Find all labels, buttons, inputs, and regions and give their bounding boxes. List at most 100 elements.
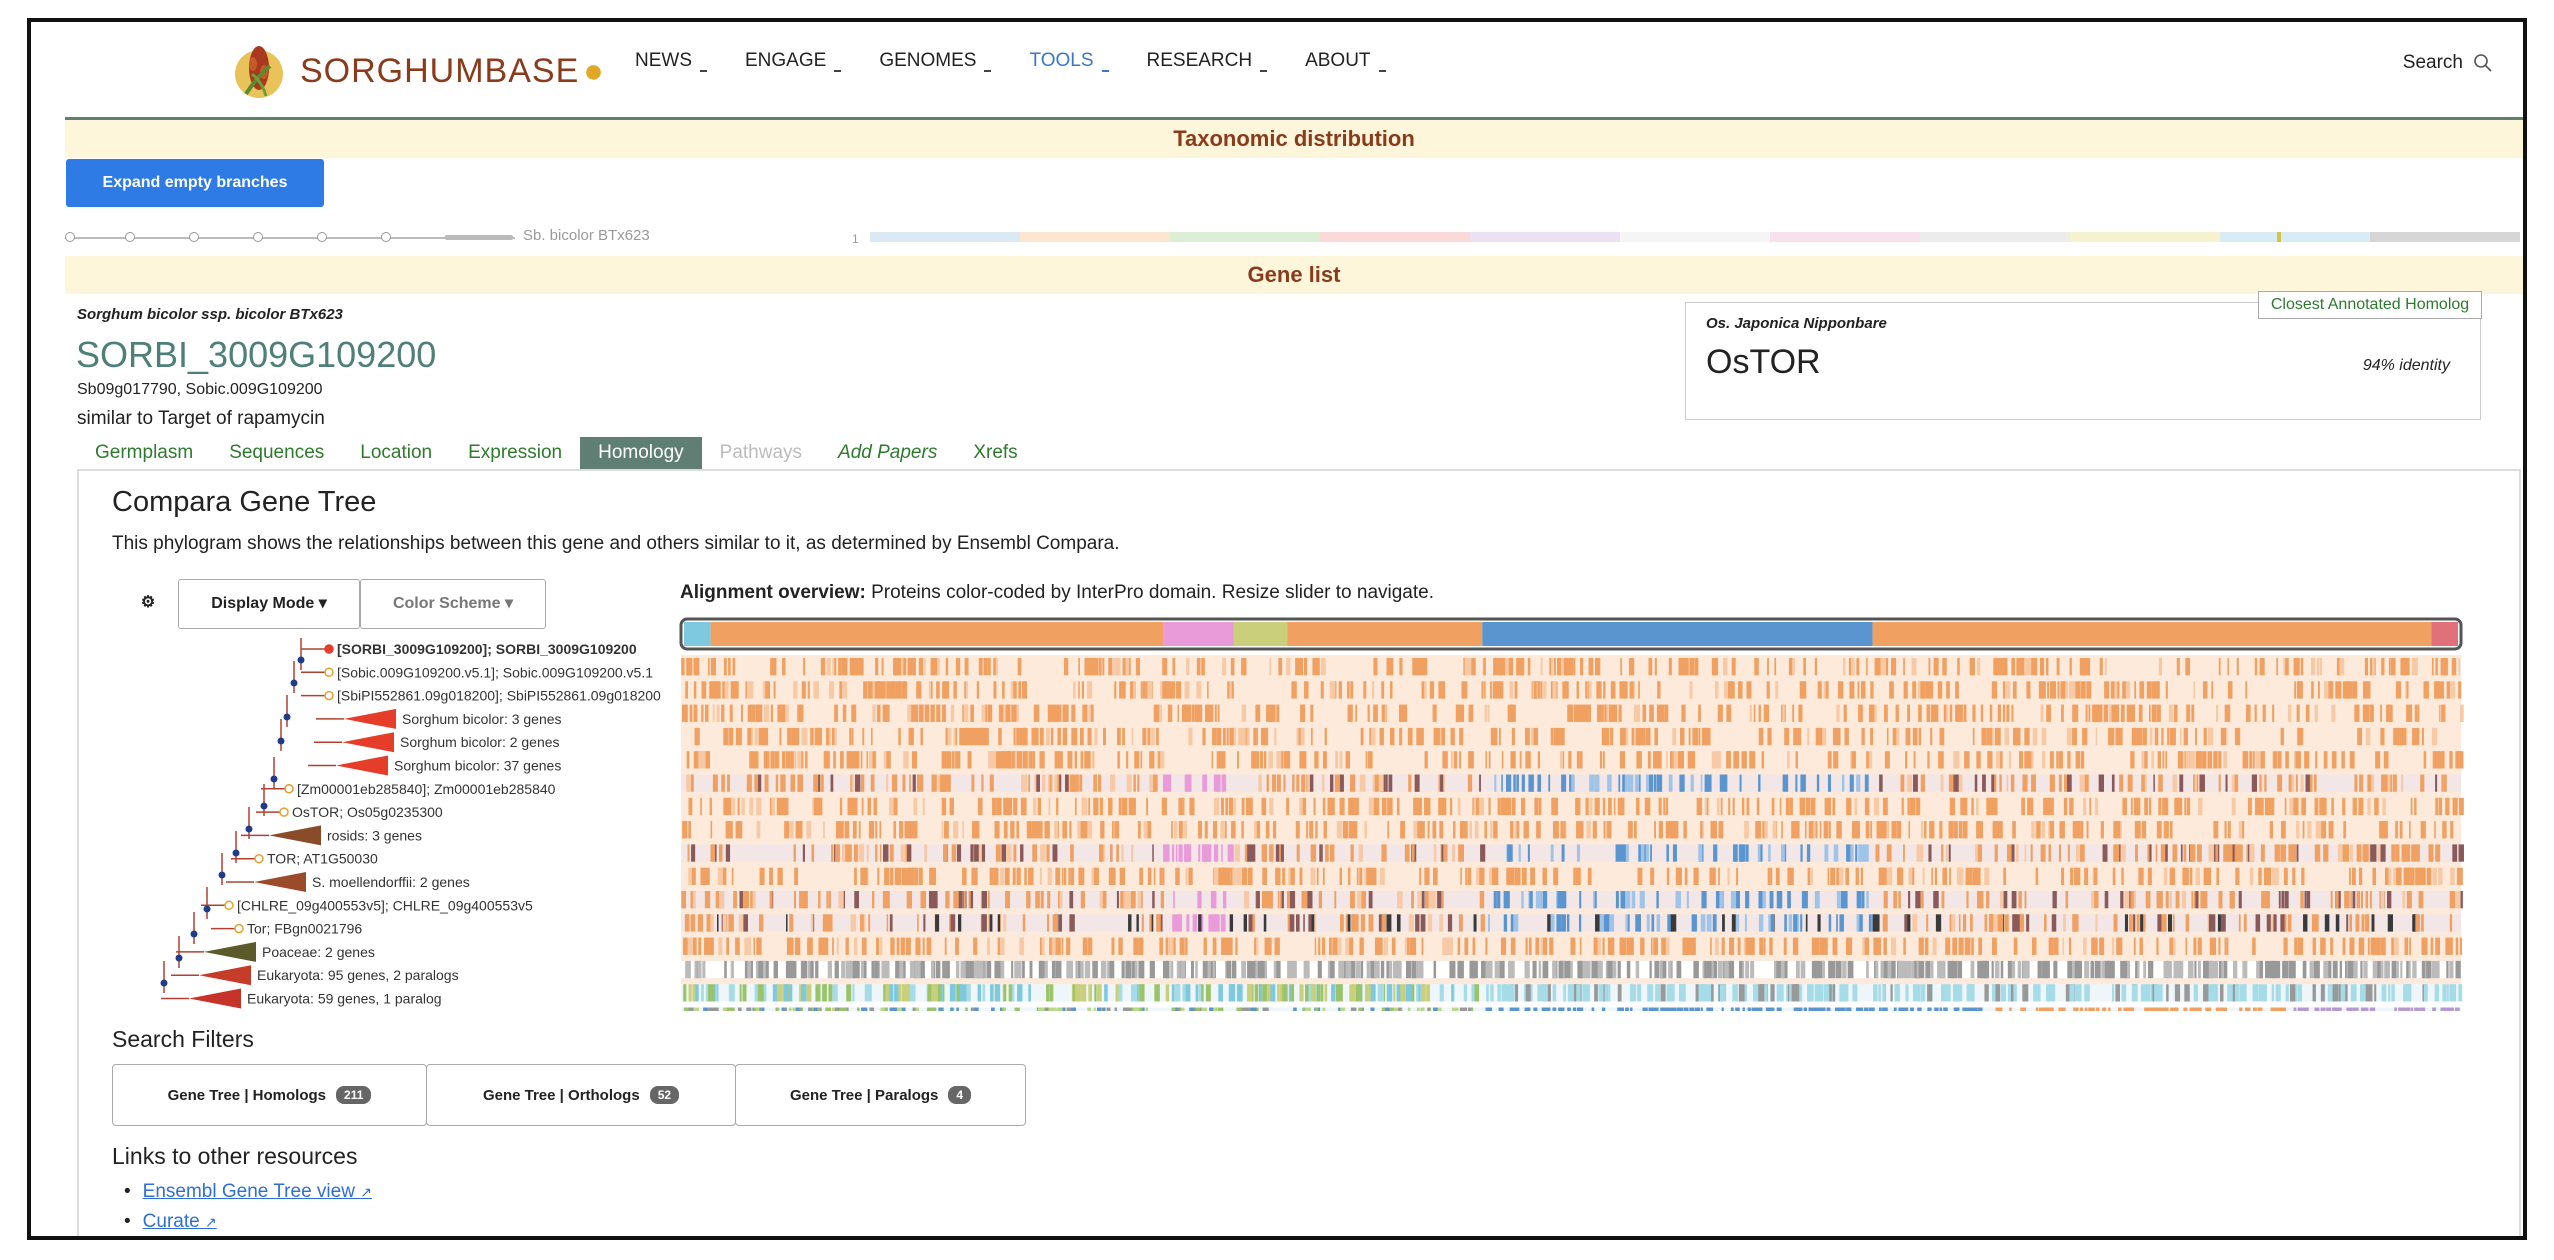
tree-internal-node[interactable] bbox=[203, 905, 211, 913]
tree-internal-node[interactable] bbox=[297, 656, 305, 664]
alignment-overview[interactable] bbox=[669, 611, 2489, 1011]
alignment-residue bbox=[1075, 774, 1079, 792]
tree-leaf-label[interactable]: OsTOR; Os05g0235300 bbox=[292, 804, 443, 820]
taxonomy-node[interactable] bbox=[317, 232, 327, 242]
tree-leaf-label[interactable]: Eukaryota: 59 genes, 1 paralog bbox=[247, 991, 442, 1007]
tree-internal-node[interactable] bbox=[270, 775, 278, 783]
gene-tree[interactable]: [SORBI_3009G109200]; SORBI_3009G109200 [S… bbox=[124, 631, 684, 1011]
alignment-residue bbox=[756, 704, 760, 722]
tree-leaf-node[interactable] bbox=[284, 784, 294, 794]
collapsed-clade[interactable] bbox=[199, 965, 251, 986]
tab-sequences[interactable]: Sequences bbox=[229, 442, 325, 463]
collapsed-clade[interactable] bbox=[342, 732, 394, 753]
tree-internal-node[interactable] bbox=[260, 802, 268, 810]
homolog-name[interactable]: OsTOR bbox=[1706, 343, 1821, 381]
nav-genomes[interactable]: GENOMES bbox=[879, 50, 992, 72]
alignment-residue bbox=[2361, 1007, 2367, 1011]
tree-leaf-node[interactable] bbox=[234, 923, 244, 934]
filter-paralogs-button[interactable]: Gene Tree | Paralogs 4 bbox=[735, 1064, 1026, 1126]
tree-leaf-label[interactable]: Sorghum bicolor: 2 genes bbox=[400, 734, 560, 750]
alignment-residue bbox=[1347, 681, 1350, 699]
alignment-residue bbox=[2320, 1007, 2326, 1011]
alignment-residue bbox=[1208, 914, 1214, 932]
tab-germplasm[interactable]: Germplasm bbox=[95, 442, 194, 463]
ensembl-gene-tree-link[interactable]: • Ensembl Gene Tree view ↗ bbox=[124, 1181, 372, 1202]
tree-leaf-label[interactable]: [SbiPI552861.09g018200]; SbiPI552861.09g… bbox=[337, 688, 661, 704]
tree-leaf-label[interactable]: Tor; FBgn0021796 bbox=[247, 921, 362, 937]
tree-leaf-label[interactable]: Poaceae: 2 genes bbox=[262, 944, 375, 960]
alignment-residue bbox=[2115, 914, 2118, 932]
nav-news[interactable]: NEWS bbox=[635, 50, 707, 72]
alignment-residue bbox=[1204, 821, 1208, 839]
tab-add-papers[interactable]: Add Papers bbox=[838, 442, 938, 463]
tree-leaf-node[interactable] bbox=[324, 644, 334, 654]
alignment-residue bbox=[1036, 774, 1040, 792]
tree-internal-node[interactable] bbox=[218, 871, 226, 879]
tree-internal-node[interactable] bbox=[283, 713, 291, 721]
collapsed-clade[interactable] bbox=[269, 825, 321, 846]
tree-internal-node[interactable] bbox=[245, 825, 253, 833]
alignment-residue bbox=[2072, 960, 2075, 979]
alignment-residue bbox=[1749, 937, 1755, 955]
alignment-residue bbox=[857, 658, 863, 676]
alignment-residue bbox=[1231, 960, 1237, 979]
alignment-residue bbox=[1183, 821, 1188, 839]
tree-leaf-label[interactable]: Eukaryota: 95 genes, 2 paralogs bbox=[257, 967, 459, 983]
tree-leaf-node[interactable] bbox=[254, 853, 264, 864]
collapsed-clade[interactable] bbox=[344, 708, 396, 729]
curate-link[interactable]: • Curate ↗ bbox=[124, 1211, 217, 1232]
collapsed-clade[interactable] bbox=[336, 755, 388, 776]
alignment-residue bbox=[828, 658, 831, 676]
alignment-residue bbox=[1999, 891, 2004, 909]
alignment-residue bbox=[1827, 867, 1830, 885]
tree-leaf-label[interactable]: [SORBI_3009G109200]; SORBI_3009G109200 bbox=[337, 641, 637, 657]
alignment-residue bbox=[727, 797, 732, 816]
nav-about[interactable]: ABOUT bbox=[1305, 50, 1386, 72]
tree-internal-node[interactable] bbox=[175, 954, 183, 962]
alignment-residue bbox=[2383, 774, 2388, 792]
tree-leaf-label[interactable]: rosids: 3 genes bbox=[327, 827, 422, 843]
tree-leaf-label[interactable]: TOR; AT1G50030 bbox=[267, 851, 378, 867]
filter-orthologs-button[interactable]: Gene Tree | Orthologs 52 bbox=[426, 1064, 736, 1126]
tree-leaf-node[interactable] bbox=[279, 807, 289, 817]
tree-leaf-node[interactable] bbox=[224, 900, 234, 911]
tree-internal-node[interactable] bbox=[190, 930, 198, 938]
tree-leaf-label[interactable]: [CHLRE_09g400553v5]; CHLRE_09g400553v5 bbox=[237, 897, 533, 913]
taxonomy-node[interactable] bbox=[253, 232, 263, 242]
tree-leaf-label[interactable]: Sorghum bicolor: 3 genes bbox=[402, 711, 562, 727]
filter-homologs-button[interactable]: Gene Tree | Homologs 211 bbox=[112, 1064, 427, 1126]
search-button[interactable]: Search bbox=[2403, 52, 2493, 74]
alignment-residue bbox=[2402, 1007, 2409, 1011]
tab-location[interactable]: Location bbox=[360, 442, 433, 463]
tree-internal-node[interactable] bbox=[290, 679, 298, 687]
collapsed-clade[interactable] bbox=[204, 941, 256, 962]
collapsed-clade[interactable] bbox=[254, 872, 306, 892]
alignment-residue bbox=[1064, 867, 1067, 885]
tree-leaf-label[interactable]: S. moellendorffii: 2 genes bbox=[312, 874, 470, 890]
tree-internal-node[interactable] bbox=[277, 737, 285, 745]
tab-expression[interactable]: Expression bbox=[468, 442, 563, 463]
display-mode-dropdown[interactable]: Display Mode ▾ bbox=[178, 579, 360, 629]
taxonomy-node[interactable] bbox=[189, 232, 199, 242]
collapsed-clade[interactable] bbox=[189, 988, 241, 1009]
tree-leaf-node[interactable] bbox=[324, 690, 334, 701]
tree-leaf-label[interactable]: [Sobic.009G109200.v5.1]; Sobic.009G10920… bbox=[337, 664, 653, 680]
taxonomy-node[interactable] bbox=[381, 232, 391, 242]
tree-internal-node[interactable] bbox=[160, 979, 168, 987]
alignment-residue bbox=[2360, 960, 2363, 979]
tree-internal-node[interactable] bbox=[232, 849, 240, 857]
expand-empty-branches-button[interactable]: Expand empty branches bbox=[66, 159, 324, 207]
taxonomy-node[interactable] bbox=[65, 232, 75, 242]
nav-research[interactable]: RESEARCH bbox=[1147, 50, 1268, 72]
nav-tools[interactable]: TOOLS bbox=[1029, 50, 1109, 72]
tree-leaf-label[interactable]: [Zm00001eb285840]; Zm00001eb285840 bbox=[297, 781, 556, 797]
tab-xrefs[interactable]: Xrefs bbox=[973, 442, 1018, 463]
tree-leaf-node[interactable] bbox=[324, 667, 334, 678]
tree-leaf-label[interactable]: Sorghum bicolor: 37 genes bbox=[394, 758, 561, 774]
tab-homology[interactable]: Homology bbox=[580, 437, 702, 469]
settings-button[interactable]: ⚙ bbox=[125, 579, 171, 627]
logo[interactable]: SORGHUMBASE ● bbox=[226, 36, 604, 106]
taxonomy-node[interactable] bbox=[125, 232, 135, 242]
color-scheme-dropdown[interactable]: Color Scheme ▾ bbox=[360, 579, 546, 629]
nav-engage[interactable]: ENGAGE bbox=[745, 50, 842, 72]
